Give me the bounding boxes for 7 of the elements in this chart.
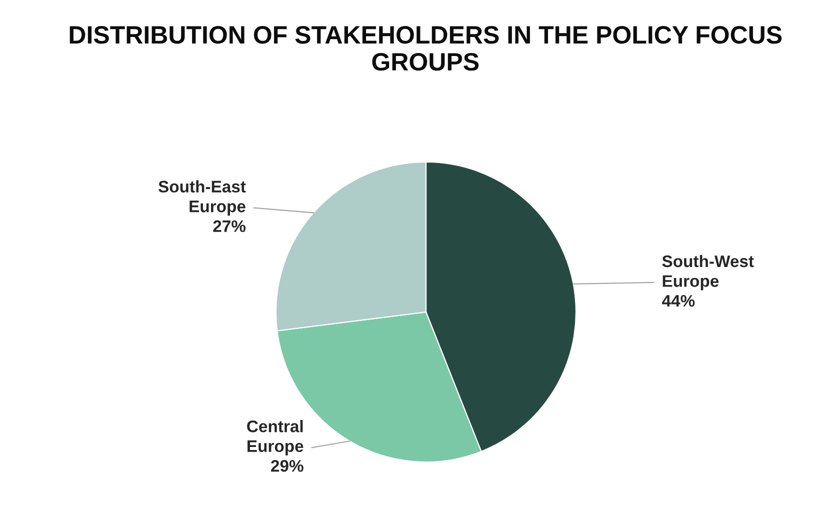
slice-label: South-East Europe (158, 180, 246, 216)
data-label: 44% (662, 294, 695, 307)
slice-label: South-West Europe (662, 254, 754, 290)
slice-label: Central Europe (247, 420, 304, 456)
data-label: 27% (213, 220, 246, 232)
data-label: 29% (271, 460, 304, 472)
chart-title: DISTRIBUTION OF STAKEHOLDERS IN THE POLICY FOCUS GROUPS (70, 26, 782, 71)
